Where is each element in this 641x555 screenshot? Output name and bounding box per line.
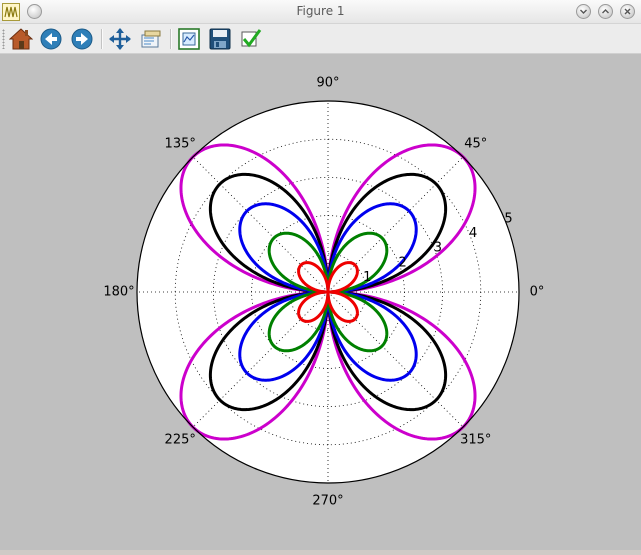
series-line	[297, 261, 359, 323]
polar-axes-frame	[136, 100, 520, 484]
radial-tick-label: 1	[363, 270, 371, 285]
edit-button[interactable]	[238, 26, 264, 52]
zoom-rect-icon	[141, 30, 161, 48]
home-button[interactable]	[8, 26, 34, 52]
radial-grid-circle	[212, 177, 443, 407]
theta-tick-label: 315°	[460, 432, 491, 447]
save-button[interactable]	[207, 26, 233, 52]
radial-tick-label: 2	[398, 255, 406, 270]
subplots-button[interactable]	[176, 26, 202, 52]
theta-tick-label: 180°	[103, 285, 134, 300]
back-arrow-icon	[40, 28, 62, 50]
zoom-button[interactable]	[138, 26, 164, 52]
radial-tick-label: 5	[504, 211, 512, 226]
chevron-up-icon	[602, 9, 609, 14]
floppy-disk-icon	[209, 28, 231, 50]
polar-series	[179, 143, 477, 441]
figure-canvas[interactable]: 0° 45° 90° 135° 180° 225° 270° 315° 1 2 3 4 5	[0, 54, 641, 550]
close-button[interactable]	[620, 4, 635, 19]
theta-tick-label: 135°	[165, 137, 196, 152]
theta-tick-label: 45°	[464, 137, 487, 152]
checkmark-icon	[241, 29, 262, 48]
forward-arrow-icon	[71, 28, 93, 50]
window-menu-button[interactable]	[27, 4, 42, 19]
title-bar: Figure 1	[0, 0, 641, 24]
polar-grid	[137, 101, 519, 483]
bottom-edge	[0, 550, 641, 555]
window-title: Figure 1	[296, 4, 345, 18]
pan-button[interactable]	[107, 26, 133, 52]
maximize-button[interactable]	[598, 4, 613, 19]
theta-tick-label: 90°	[316, 76, 339, 91]
navigation-toolbar	[0, 24, 641, 54]
polar-plot: 0° 45° 90° 135° 180° 225° 270° 315° 1 2 3 4 5	[103, 76, 544, 509]
polar-tick-labels: 0° 45° 90° 135° 180° 225° 270° 315° 1 2 3 4 5	[103, 76, 544, 509]
radial-tick-label: 4	[469, 226, 477, 241]
minimize-button[interactable]	[576, 4, 591, 19]
configure-subplots-icon	[178, 28, 200, 50]
forward-button[interactable]	[69, 26, 95, 52]
toolbar-separator	[170, 29, 172, 49]
home-icon	[9, 28, 33, 50]
move-icon	[109, 28, 131, 50]
theta-tick-label: 270°	[312, 494, 343, 509]
theta-tick-label: 0°	[530, 285, 545, 300]
app-icon[interactable]	[2, 3, 20, 21]
theta-tick-label: 225°	[165, 432, 196, 447]
radial-tick-label: 3	[434, 241, 442, 256]
chevron-down-icon	[580, 9, 587, 14]
radial-grid-circle	[289, 253, 367, 331]
close-icon	[624, 8, 631, 15]
toolbar-separator	[101, 29, 103, 49]
back-button[interactable]	[38, 26, 64, 52]
toolbar-grip[interactable]	[2, 29, 5, 49]
